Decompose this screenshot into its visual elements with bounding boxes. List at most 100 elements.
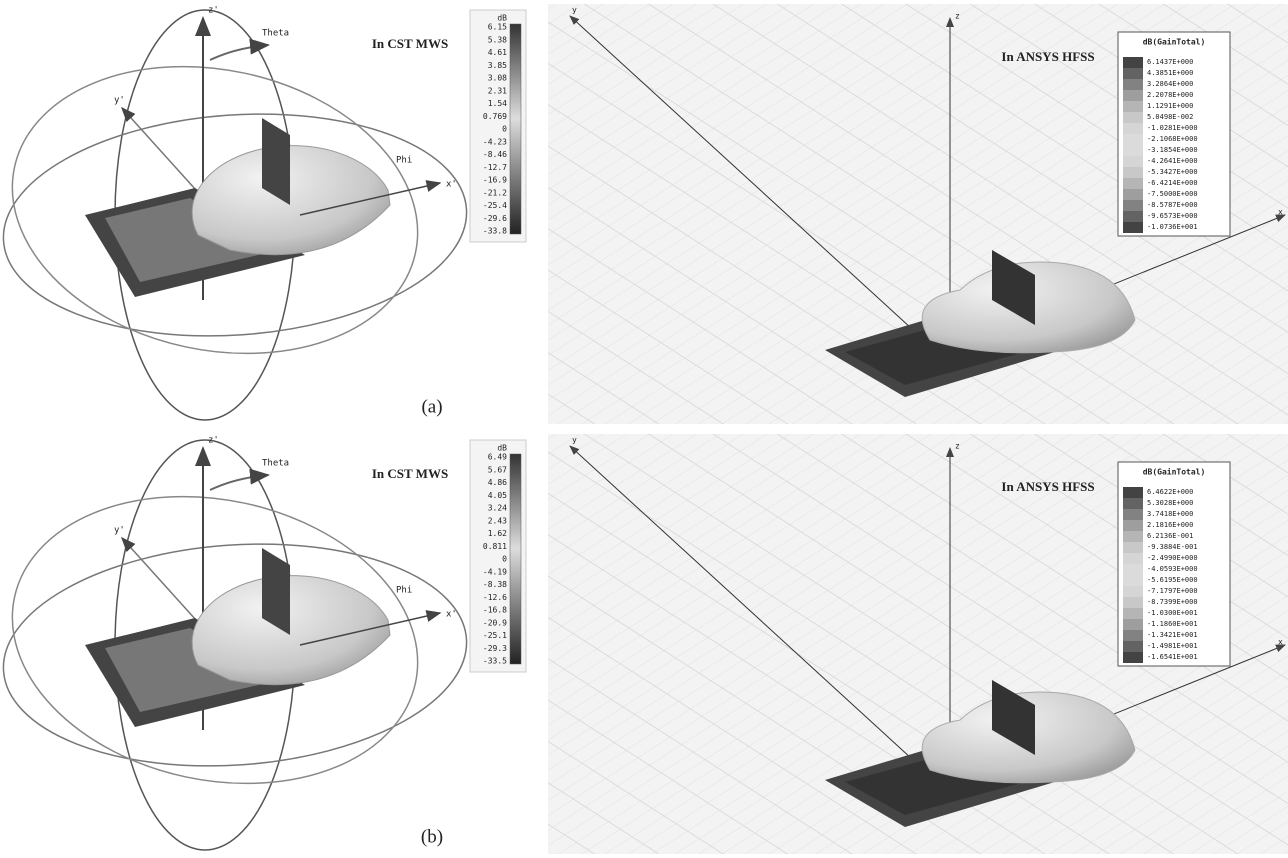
colorbar-label: 5.38 bbox=[488, 35, 507, 44]
z-label: z' bbox=[208, 436, 219, 446]
colorbar-label: 0.811 bbox=[483, 542, 507, 551]
x-label: x' bbox=[446, 610, 457, 620]
legend-label: 5.3028E+000 bbox=[1147, 499, 1193, 507]
colorbar-label: 4.61 bbox=[488, 48, 507, 57]
legend-label: -3.1854E+000 bbox=[1147, 146, 1198, 154]
colorbar-label: -25.1 bbox=[483, 631, 507, 640]
legend-swatch bbox=[1123, 509, 1143, 520]
legend-swatch bbox=[1123, 178, 1143, 189]
legend-swatch bbox=[1123, 652, 1143, 663]
legend-swatch bbox=[1123, 134, 1143, 145]
legend-swatch bbox=[1123, 156, 1143, 167]
radiation-dome bbox=[192, 146, 390, 255]
legend-label: 4.3851E+000 bbox=[1147, 69, 1193, 77]
y-axis bbox=[122, 538, 205, 630]
y-label: y bbox=[572, 436, 577, 445]
caption: (a) bbox=[421, 396, 442, 417]
colorbar-label: -8.38 bbox=[483, 580, 507, 589]
legend-label: -6.4214E+000 bbox=[1147, 179, 1198, 187]
legend-label: -2.4990E+000 bbox=[1147, 554, 1198, 562]
colorbar-label: 2.43 bbox=[488, 516, 507, 525]
legend-label: 6.4622E+000 bbox=[1147, 488, 1193, 496]
legend-swatch bbox=[1123, 145, 1143, 156]
y-label: y bbox=[572, 6, 577, 15]
theta-label: Theta bbox=[262, 29, 289, 39]
colorbar-label: 1.62 bbox=[488, 529, 507, 538]
legend-swatch bbox=[1123, 630, 1143, 641]
phi-label: Phi bbox=[396, 586, 412, 596]
cst-title: In CST MWS bbox=[372, 36, 448, 51]
legend-swatch bbox=[1123, 553, 1143, 564]
legend-swatch bbox=[1123, 211, 1143, 222]
colorbar-label: -4.23 bbox=[483, 137, 507, 146]
legend-label: -1.1860E+001 bbox=[1147, 620, 1198, 628]
colorbar-label: -12.7 bbox=[483, 163, 507, 172]
legend-label: -8.5787E+000 bbox=[1147, 201, 1198, 209]
legend-label: 3.2864E+000 bbox=[1147, 80, 1193, 88]
colorbar-label: -8.46 bbox=[483, 150, 507, 159]
legend-swatch bbox=[1123, 90, 1143, 101]
legend-label: -8.7399E+000 bbox=[1147, 598, 1198, 606]
legend-label: -1.0281E+000 bbox=[1147, 124, 1198, 132]
colorbar-label: 5.67 bbox=[488, 465, 507, 474]
legend-swatch bbox=[1123, 641, 1143, 652]
legend-label: -4.2641E+000 bbox=[1147, 157, 1198, 165]
legend-swatch bbox=[1123, 200, 1143, 211]
legend-label: -1.0300E+001 bbox=[1147, 609, 1198, 617]
legend-swatch bbox=[1123, 608, 1143, 619]
legend-swatch bbox=[1123, 597, 1143, 608]
z-label: z bbox=[955, 442, 960, 451]
x-label: x bbox=[1278, 208, 1283, 217]
legend-swatch bbox=[1123, 222, 1143, 233]
colorbar-label: 6.49 bbox=[488, 453, 507, 462]
x-label: x' bbox=[446, 180, 457, 190]
legend-label: -1.4981E+001 bbox=[1147, 642, 1198, 650]
legend-label: 2.1816E+000 bbox=[1147, 521, 1193, 529]
caption: (b) bbox=[421, 826, 443, 847]
legend-label: 6.2136E-001 bbox=[1147, 532, 1193, 540]
colorbar-label: -29.3 bbox=[483, 644, 507, 653]
y-axis bbox=[122, 108, 205, 200]
legend-swatch bbox=[1123, 564, 1143, 575]
legend-label: 5.0498E-002 bbox=[1147, 113, 1193, 121]
legend-label: 2.2078E+000 bbox=[1147, 91, 1193, 99]
legend-swatch bbox=[1123, 520, 1143, 531]
colorbar bbox=[510, 454, 521, 664]
y-label: y' bbox=[114, 526, 125, 536]
legend-swatch bbox=[1123, 531, 1143, 542]
legend-swatch bbox=[1123, 189, 1143, 200]
legend-label: -5.6195E+000 bbox=[1147, 576, 1198, 584]
legend-swatch bbox=[1123, 101, 1143, 112]
legend-label: -7.1797E+000 bbox=[1147, 587, 1198, 595]
colorbar-label: -4.19 bbox=[483, 567, 507, 576]
legend-label: -7.5000E+000 bbox=[1147, 190, 1198, 198]
colorbar-label: 2.31 bbox=[488, 86, 507, 95]
phi-label: Phi bbox=[396, 156, 412, 166]
colorbar-unit: dB bbox=[497, 444, 507, 453]
legend-swatch bbox=[1123, 575, 1143, 586]
legend-label: -5.3427E+000 bbox=[1147, 168, 1198, 176]
legend-label: -2.1068E+000 bbox=[1147, 135, 1198, 143]
colorbar-label: -33.8 bbox=[483, 227, 507, 236]
colorbar-label: 3.85 bbox=[488, 61, 507, 70]
colorbar-label: -25.4 bbox=[483, 201, 507, 210]
radiation-dome bbox=[192, 576, 390, 685]
colorbar-label: -16.8 bbox=[483, 606, 507, 615]
colorbar-label: 3.24 bbox=[488, 504, 507, 513]
legend-swatch bbox=[1123, 112, 1143, 123]
legend-label: -9.3884E-001 bbox=[1147, 543, 1198, 551]
x-label: x bbox=[1278, 638, 1283, 647]
colorbar-label: -21.2 bbox=[483, 188, 507, 197]
legend-swatch bbox=[1123, 586, 1143, 597]
hfss-title: In ANSYS HFSS bbox=[1001, 479, 1094, 494]
figure: z' y' x' Theta Phi In CST MWS dB 6.15 5.38 4.61 3.… bbox=[0, 0, 1288, 858]
legend-label: 3.7418E+000 bbox=[1147, 510, 1193, 518]
legend-swatch bbox=[1123, 57, 1143, 68]
colorbar-label: 6.15 bbox=[488, 23, 507, 32]
colorbar-label: -16.9 bbox=[483, 176, 507, 185]
legend-label: -4.0593E+000 bbox=[1147, 565, 1198, 573]
colorbar-label: 0 bbox=[502, 125, 507, 134]
legend-swatch bbox=[1123, 123, 1143, 134]
